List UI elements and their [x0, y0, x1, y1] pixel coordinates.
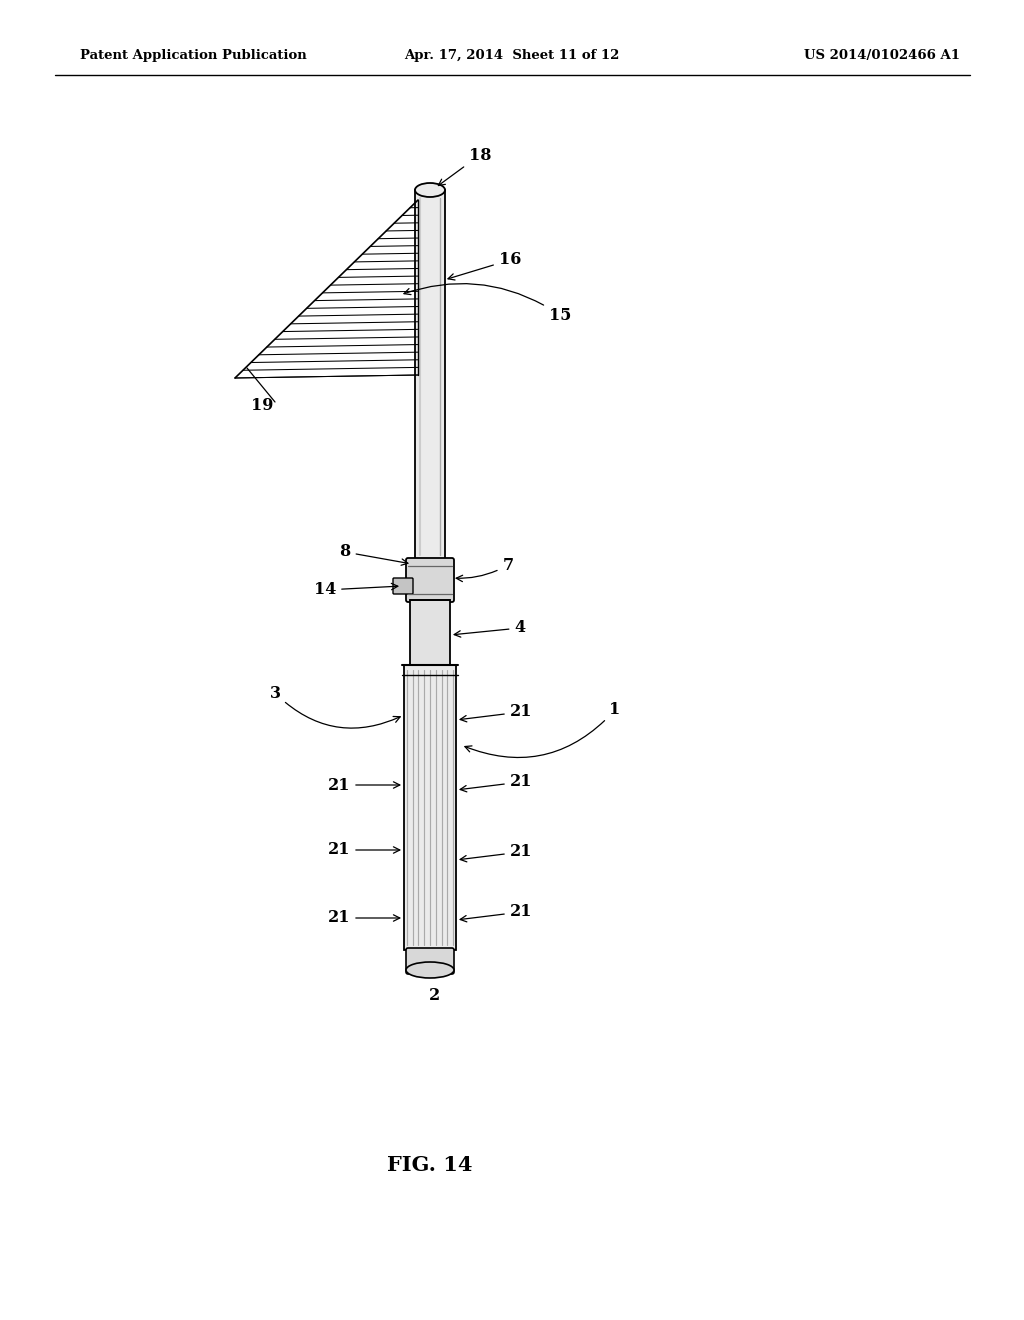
FancyBboxPatch shape: [406, 558, 454, 602]
Text: 21: 21: [328, 776, 399, 793]
Text: 15: 15: [403, 284, 571, 323]
Text: Apr. 17, 2014  Sheet 11 of 12: Apr. 17, 2014 Sheet 11 of 12: [404, 49, 620, 62]
Text: 16: 16: [447, 252, 521, 280]
Ellipse shape: [415, 183, 445, 197]
Text: 8: 8: [339, 544, 408, 565]
Text: 21: 21: [460, 843, 532, 862]
Text: 7: 7: [456, 557, 514, 582]
Text: 4: 4: [455, 619, 525, 638]
Text: 1: 1: [465, 701, 621, 758]
Text: 19: 19: [251, 396, 273, 413]
FancyBboxPatch shape: [393, 578, 413, 594]
FancyBboxPatch shape: [410, 601, 450, 665]
FancyBboxPatch shape: [404, 665, 456, 950]
Text: 2: 2: [429, 987, 440, 1005]
Ellipse shape: [406, 962, 454, 978]
FancyBboxPatch shape: [415, 189, 445, 561]
Text: Patent Application Publication: Patent Application Publication: [80, 49, 307, 62]
Text: 21: 21: [328, 909, 399, 927]
Text: 21: 21: [460, 704, 532, 722]
Text: US 2014/0102466 A1: US 2014/0102466 A1: [804, 49, 961, 62]
Text: 3: 3: [269, 685, 400, 729]
Text: 21: 21: [460, 774, 532, 792]
Text: 18: 18: [438, 147, 492, 186]
Text: FIG. 14: FIG. 14: [387, 1155, 473, 1175]
Text: 21: 21: [328, 842, 399, 858]
Text: 21: 21: [460, 903, 532, 921]
FancyBboxPatch shape: [406, 948, 454, 974]
Text: 14: 14: [313, 582, 398, 598]
